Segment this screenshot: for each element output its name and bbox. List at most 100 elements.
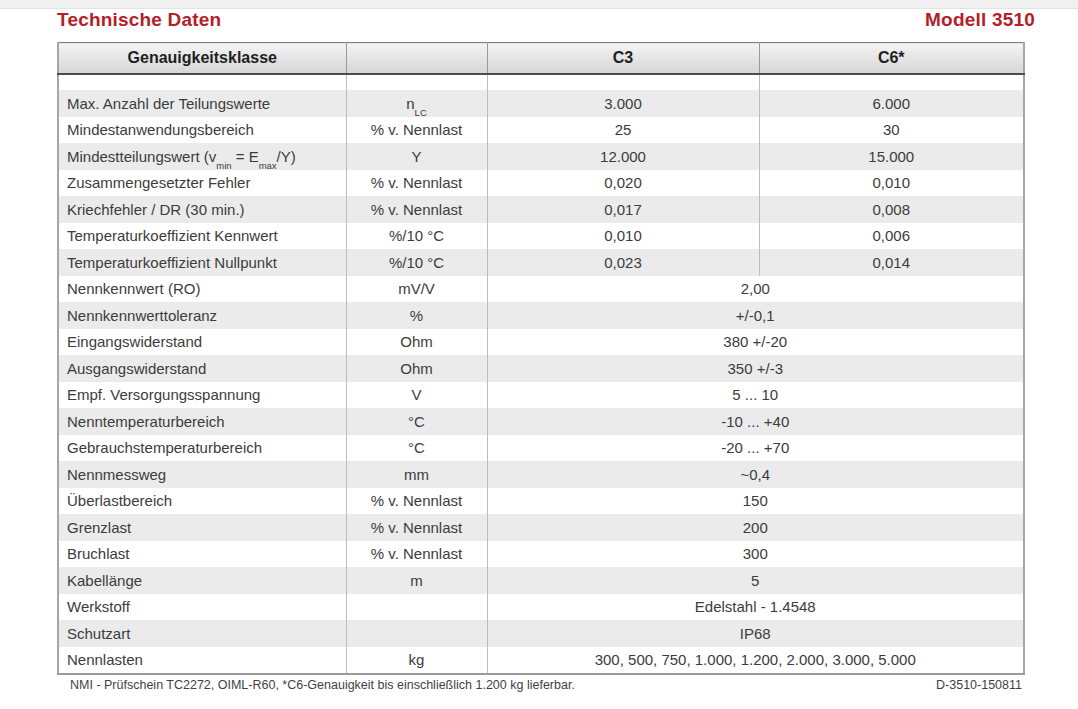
row-value: 150 <box>487 488 1024 515</box>
row-value: ~0,4 <box>487 461 1024 488</box>
row-label: Ausgangswiderstand <box>58 355 346 382</box>
row-unit: mm <box>346 461 487 488</box>
row-label: Temperaturkoeffizient Nullpunkt <box>58 249 346 276</box>
row-value: -10 ... +40 <box>487 408 1024 435</box>
table-header: Genauigkeitsklasse C3 C6* <box>58 43 1024 75</box>
row-value: 5 ... 10 <box>487 382 1024 409</box>
row-unit: Ohm <box>346 329 487 356</box>
row-unit: kg <box>346 647 487 675</box>
row-unit: °C <box>346 435 487 462</box>
table-row: Empf. Versorgungsspannung V 5 ... 10 <box>58 382 1024 409</box>
row-unit: Ohm <box>346 355 487 382</box>
row-label: Überlastbereich <box>58 488 346 515</box>
row-label: Kabellänge <box>58 567 346 594</box>
row-unit: V <box>346 382 487 409</box>
model-title: Modell 3510 <box>925 9 1035 31</box>
row-unit: °C <box>346 408 487 435</box>
row-value: Edelstahl - 1.4548 <box>487 594 1024 621</box>
table-row: Nennkennwerttoleranz % +/-0,1 <box>58 302 1024 329</box>
table-row: Schutzart IP68 <box>58 620 1024 647</box>
row-label: Kriechfehler / DR (30 min.) <box>58 196 346 223</box>
row-value: 350 +/-3 <box>487 355 1024 382</box>
row-value: +/-0,1 <box>487 302 1024 329</box>
row-unit: %/10 °C <box>346 249 487 276</box>
page-title: Technische Daten <box>57 9 221 31</box>
row-label: Mindestanwendungsbereich <box>58 117 346 144</box>
table-row: Temperaturkoeffizient Kennwert %/10 °C 0… <box>58 223 1024 250</box>
row-value-c6: 6.000 <box>759 90 1024 117</box>
row-label: Grenzlast <box>58 514 346 541</box>
row-value-c6: 0,014 <box>759 249 1024 276</box>
table-row: Eingangswiderstand Ohm 380 +/-20 <box>58 329 1024 356</box>
row-label: Empf. Versorgungsspannung <box>58 382 346 409</box>
row-value: 300, 500, 750, 1.000, 1.200, 2.000, 3.00… <box>487 647 1024 675</box>
row-unit: % v. Nennlast <box>346 541 487 568</box>
row-label: Eingangswiderstand <box>58 329 346 356</box>
row-unit: % v. Nennlast <box>346 488 487 515</box>
header-c6: C6* <box>759 43 1024 75</box>
row-value-c3: 0,010 <box>487 223 759 250</box>
table-row: Mindestteilungswert (vmin = Emax/Y) Y 12… <box>58 143 1024 170</box>
row-label: Werkstoff <box>58 594 346 621</box>
table-row: Gebrauchstemperaturbereich °C -20 ... +7… <box>58 435 1024 462</box>
row-value-c6: 30 <box>759 117 1024 144</box>
row-value: 300 <box>487 541 1024 568</box>
technical-data-table: Genauigkeitsklasse C3 C6* Max. Anzahl de… <box>57 42 1025 675</box>
row-value: IP68 <box>487 620 1024 647</box>
row-label: Nennkennwert (RO) <box>58 276 346 303</box>
row-value-c3: 3.000 <box>487 90 759 117</box>
table-row: Max. Anzahl der Teilungswerte nLC 3.000 … <box>58 90 1024 117</box>
table-row: Kriechfehler / DR (30 min.) % v. Nennlas… <box>58 196 1024 223</box>
page-top-strip <box>0 0 1078 9</box>
row-label: Zusammengesetzter Fehler <box>58 170 346 197</box>
table-row: Nennmessweg mm ~0,4 <box>58 461 1024 488</box>
row-label: Nennmessweg <box>58 461 346 488</box>
row-value-c6: 0,010 <box>759 170 1024 197</box>
row-label: Nennkennwerttoleranz <box>58 302 346 329</box>
row-value-c6: 0,008 <box>759 196 1024 223</box>
row-value-c3: 0,023 <box>487 249 759 276</box>
table-row: Temperaturkoeffizient Nullpunkt %/10 °C … <box>58 249 1024 276</box>
header-c3: C3 <box>487 43 759 75</box>
row-value: 2,00 <box>487 276 1024 303</box>
row-unit: % v. Nennlast <box>346 117 487 144</box>
header-unit-column <box>346 43 487 75</box>
row-value: 200 <box>487 514 1024 541</box>
row-label: Max. Anzahl der Teilungswerte <box>58 90 346 117</box>
header-row: Genauigkeitsklasse C3 C6* <box>58 43 1024 75</box>
row-unit: nLC <box>346 90 487 117</box>
table-row: Ausgangswiderstand Ohm 350 +/-3 <box>58 355 1024 382</box>
row-unit: %/10 °C <box>346 223 487 250</box>
row-label: Temperaturkoeffizient Kennwert <box>58 223 346 250</box>
row-value-c6: 0,006 <box>759 223 1024 250</box>
row-value-c3: 25 <box>487 117 759 144</box>
document-number: D-3510-150811 <box>936 678 1022 692</box>
titlebar: Technische Daten Modell 3510 <box>57 9 1035 31</box>
row-unit: m <box>346 567 487 594</box>
footnote-text: NMI - Prüfschein TC2272, OIML-R60, *C6-G… <box>70 678 575 692</box>
table-row: Zusammengesetzter Fehler % v. Nennlast 0… <box>58 170 1024 197</box>
table-row: Nenntemperaturbereich °C -10 ... +40 <box>58 408 1024 435</box>
row-unit: Y <box>346 143 487 170</box>
subscript: LC <box>415 107 427 118</box>
row-label: Schutzart <box>58 620 346 647</box>
row-unit: % v. Nennlast <box>346 514 487 541</box>
footer: NMI - Prüfschein TC2272, OIML-R60, *C6-G… <box>70 678 1022 692</box>
table-row: Grenzlast % v. Nennlast 200 <box>58 514 1024 541</box>
row-label: Gebrauchstemperaturbereich <box>58 435 346 462</box>
table-row: Nennlasten kg 300, 500, 750, 1.000, 1.20… <box>58 647 1024 675</box>
row-unit <box>346 620 487 647</box>
table-row: Nennkennwert (RO) mV/V 2,00 <box>58 276 1024 303</box>
row-unit: mV/V <box>346 276 487 303</box>
header-accuracy-class: Genauigkeitsklasse <box>58 43 346 75</box>
row-value-c3: 12.000 <box>487 143 759 170</box>
row-label: Mindestteilungswert (vmin = Emax/Y) <box>58 143 346 170</box>
row-value: -20 ... +70 <box>487 435 1024 462</box>
row-value-c3: 0,017 <box>487 196 759 223</box>
row-value: 380 +/-20 <box>487 329 1024 356</box>
row-label: Nennlasten <box>58 647 346 675</box>
table-row: Mindestanwendungsbereich % v. Nennlast 2… <box>58 117 1024 144</box>
table-row: Kabellänge m 5 <box>58 567 1024 594</box>
table-row: Überlastbereich % v. Nennlast 150 <box>58 488 1024 515</box>
table-row: Bruchlast % v. Nennlast 300 <box>58 541 1024 568</box>
